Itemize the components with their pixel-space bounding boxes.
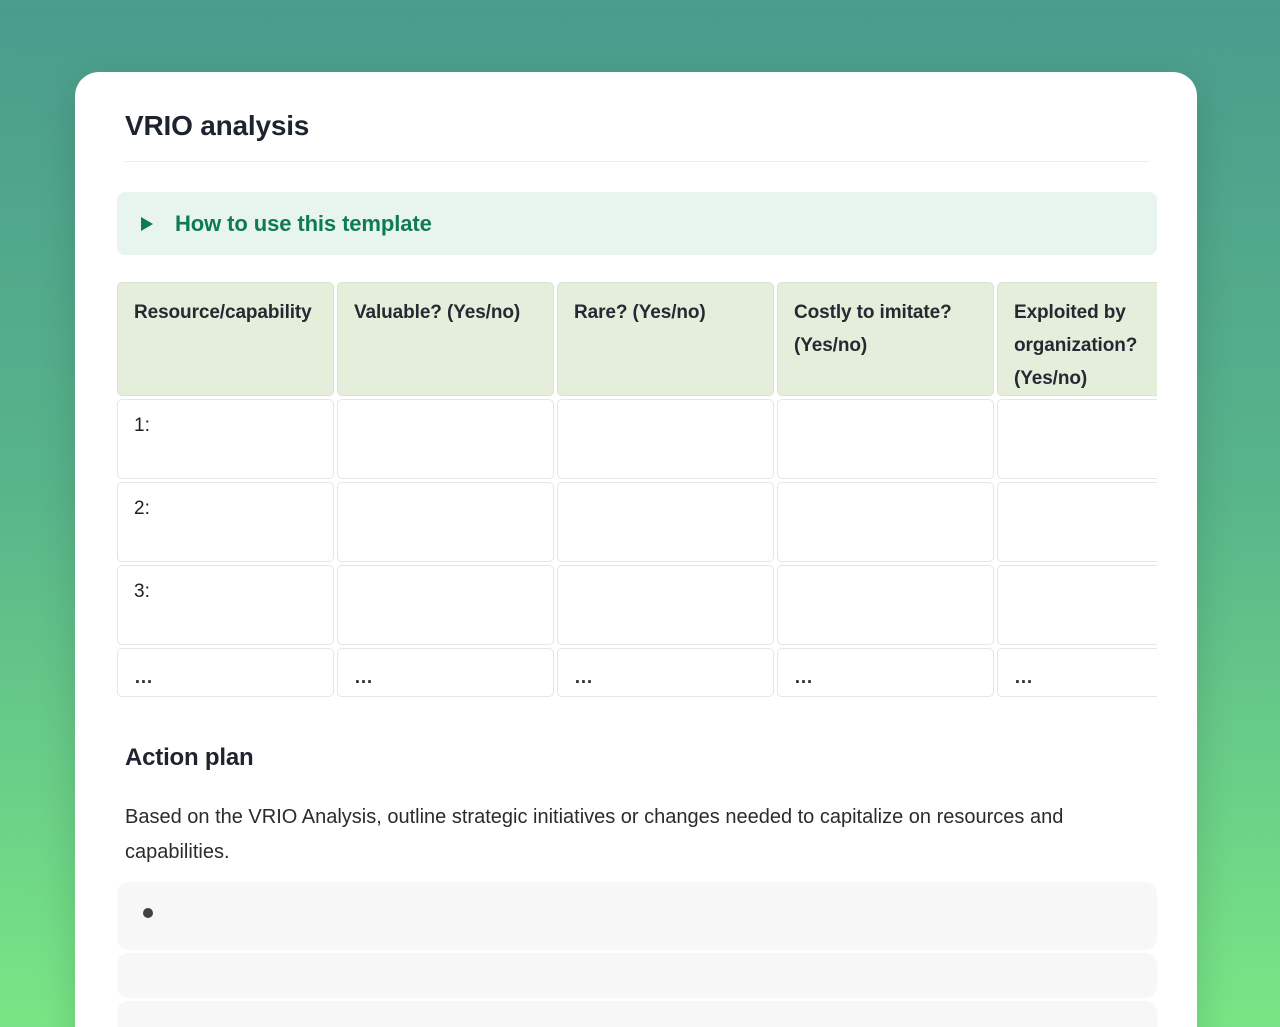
table-cell-empty[interactable]: [337, 482, 554, 562]
table-cell-empty[interactable]: [997, 399, 1157, 479]
table-header-resource[interactable]: Resource/capability: [117, 282, 334, 396]
table-ellipsis-cell[interactable]: …: [117, 648, 334, 697]
toggle-label: How to use this template: [175, 210, 432, 236]
action-plan-heading: Action plan: [125, 744, 254, 771]
table-cell-empty[interactable]: [557, 482, 774, 562]
table-row-2-label-cell[interactable]: 2:: [117, 482, 334, 562]
table-cell-empty[interactable]: [557, 399, 774, 479]
table-ellipsis-cell[interactable]: …: [997, 648, 1157, 697]
bullet-list-item[interactable]: [117, 1001, 1157, 1027]
table-cell-empty[interactable]: [777, 565, 994, 645]
table-ellipsis-cell[interactable]: …: [337, 648, 554, 697]
table-cell-empty[interactable]: [337, 565, 554, 645]
triangle-right-icon: [141, 216, 153, 231]
document-card: VRIO analysis How to use this template R…: [75, 72, 1197, 1027]
table-header-valuable[interactable]: Valuable? (Yes/no): [337, 282, 554, 396]
table-row-1-label-cell[interactable]: 1:: [117, 399, 334, 479]
table-cell-empty[interactable]: [337, 399, 554, 479]
table-cell-empty[interactable]: [777, 399, 994, 479]
table-row-3-label-cell[interactable]: 3:: [117, 565, 334, 645]
vrio-table-grid: Resource/capability Valuable? (Yes/no) R…: [117, 282, 1157, 697]
bullet-list-item[interactable]: [117, 882, 1157, 950]
page-title: VRIO analysis: [125, 110, 310, 141]
vrio-table: Resource/capability Valuable? (Yes/no) R…: [117, 282, 1157, 697]
table-cell-empty[interactable]: [997, 565, 1157, 645]
how-to-use-toggle[interactable]: How to use this template: [117, 192, 1157, 255]
bullet-list-item[interactable]: [117, 953, 1157, 998]
table-header-costly[interactable]: Costly to imitate? (Yes/no): [777, 282, 994, 396]
action-plan-description: Based on the VRIO Analysis, outline stra…: [125, 806, 1064, 863]
table-header-rare[interactable]: Rare? (Yes/no): [557, 282, 774, 396]
table-ellipsis-cell[interactable]: …: [777, 648, 994, 697]
table-ellipsis-cell[interactable]: …: [557, 648, 774, 697]
table-cell-empty[interactable]: [557, 565, 774, 645]
title-divider: [125, 161, 1149, 162]
document-content: VRIO analysis How to use this template R…: [75, 72, 1197, 1027]
table-cell-empty[interactable]: [777, 482, 994, 562]
table-header-exploited[interactable]: Exploited by organization? (Yes/no): [997, 282, 1157, 396]
table-cell-empty[interactable]: [997, 482, 1157, 562]
bullet-dot-icon: [143, 908, 153, 918]
